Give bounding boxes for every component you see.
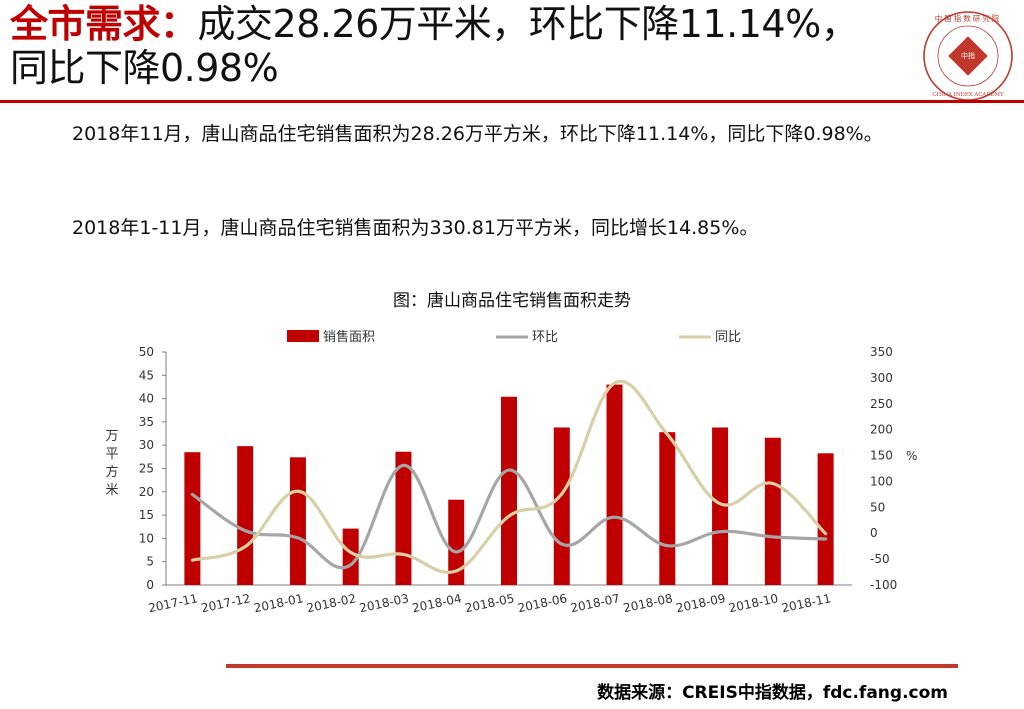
x-tick-label: 2018-04 <box>411 591 463 615</box>
y-tick-label: 10 <box>139 531 154 545</box>
bar-sales-area <box>395 451 412 585</box>
x-tick-label: 2018-07 <box>569 591 621 615</box>
legend-label-sales-area: 销售面积 <box>323 329 375 345</box>
y-tick-label: 20 <box>139 485 154 499</box>
y2-tick-label: 200 <box>870 423 893 437</box>
y-tick-label: 50 <box>139 345 154 359</box>
logo-bottom-text: CHINA INDEX ACADEMY <box>932 92 1004 98</box>
bar-sales-area <box>448 499 465 585</box>
y2-axis-label: % <box>906 449 917 463</box>
y2-tick-label: 50 <box>870 500 885 514</box>
logo-center-text: 中指 <box>961 51 975 60</box>
title-divider <box>0 100 1024 103</box>
y2-tick-label: 250 <box>870 397 893 411</box>
x-tick-label: 2018-05 <box>464 591 516 615</box>
bar-sales-area <box>342 528 359 585</box>
y-tick-label: 0 <box>146 578 154 592</box>
logo-top-text: 中国指数研究院 <box>935 13 1002 23</box>
y2-tick-label: -100 <box>870 578 897 592</box>
x-tick-label: 2017-12 <box>200 591 252 615</box>
x-tick-label: 2018-03 <box>358 591 410 615</box>
bar-sales-area <box>289 457 306 585</box>
page-title: 全市需求：成交28.26万平米，环比下降11.14%，同比下降0.98% <box>10 2 890 90</box>
x-tick-label: 2018-06 <box>516 591 568 615</box>
paragraph-ytd: 2018年1-11月，唐山商品住宅销售面积为330.81万平方米，同比增长14.… <box>72 217 759 239</box>
y-tick-label: 30 <box>139 438 154 452</box>
page-title-emphasis: 全市需求： <box>10 2 198 46</box>
bar-sales-area <box>817 453 834 585</box>
y-axis-label-char: 方 <box>105 464 118 480</box>
y-tick-label: 35 <box>139 415 154 429</box>
line-mom <box>190 463 828 570</box>
sales-area-chart: 0 5 10 15 20 25 30 35 40 45 50 -100 -50 0 50 100 150 200 2… <box>105 329 917 615</box>
bar-sales-area <box>501 396 517 585</box>
bar-sales-area <box>606 384 623 585</box>
x-tick-label: 2018-09 <box>675 591 727 615</box>
china-index-academy-logo: 中指 中国指数研究院 CHINA INDEX ACADEMY <box>923 11 1013 101</box>
x-tick-label: 2018-11 <box>780 591 832 615</box>
y2-tick-label: 0 <box>870 526 878 540</box>
page-title-text: 成交28.26万平米，环比下降11.14%，同比下降0.98% <box>10 2 859 90</box>
chart-title: 图：唐山商品住宅销售面积走势 <box>393 291 631 311</box>
x-tick-label: 2018-08 <box>622 591 674 615</box>
legend-swatch-sales-area <box>287 330 319 342</box>
bar-sales-area <box>712 427 729 585</box>
y-tick-label: 40 <box>139 392 154 406</box>
legend-label-yoy: 同比 <box>715 330 741 345</box>
y-axis-label-char: 万 <box>105 429 118 444</box>
y-tick-label: 25 <box>139 462 154 476</box>
y2-tick-label: -50 <box>870 552 890 566</box>
bar-sales-area <box>764 437 781 585</box>
legend-label-mom: 环比 <box>532 330 558 345</box>
data-source: 数据来源：CREIS中指数据，fdc.fang.com <box>597 683 948 703</box>
y2-tick-label: 100 <box>870 474 893 488</box>
bar-sales-area <box>237 446 254 585</box>
bar-sales-area <box>553 427 570 585</box>
y-axis-label-char: 米 <box>105 483 118 498</box>
paragraph-monthly: 2018年11月，唐山商品住宅销售面积为28.26万平方米，环比下降11.14%… <box>72 123 883 145</box>
bottom-divider <box>226 664 958 668</box>
y2-tick-label: 350 <box>870 345 893 359</box>
y-tick-label: 5 <box>146 555 154 569</box>
y2-tick-label: 150 <box>870 449 893 463</box>
x-tick-label: 2018-02 <box>305 591 357 615</box>
x-tick-label: 2018-01 <box>253 591 305 615</box>
y-axis-label-char: 平 <box>105 447 118 462</box>
y-tick-label: 45 <box>139 368 154 382</box>
bar-sales-area <box>184 452 201 585</box>
y2-tick-label: 300 <box>870 371 893 385</box>
line-yoy <box>190 379 828 574</box>
x-tick-label: 2018-10 <box>728 591 780 615</box>
y-tick-label: 15 <box>139 508 154 522</box>
bar-sales-area <box>659 432 676 585</box>
x-tick-label: 2017-11 <box>147 591 199 615</box>
